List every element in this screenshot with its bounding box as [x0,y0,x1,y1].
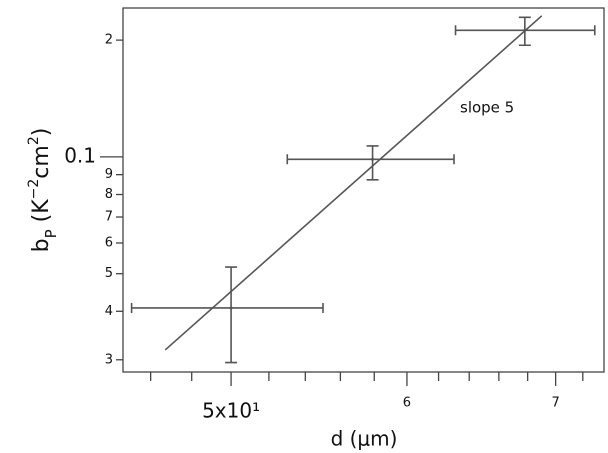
x-axis-label: d (μm) [331,427,398,451]
y-label-part: 2 [26,136,42,145]
y-tick-label: 6 [105,235,113,250]
y-label-part: (K [29,199,54,230]
x-error-bar [286,154,455,165]
y-label-part: cm [29,145,54,179]
y-label-part: P [42,229,60,238]
y-error-bar [366,145,379,181]
y-tick-label: 4 [105,304,113,319]
annotation: slope 5 [460,99,514,117]
y-tick-label: 7 [105,210,113,225]
y-axis-label: bP (K−2cm2) [26,128,60,253]
data-point [229,306,233,310]
plot-frame [122,7,605,373]
y-label-part: −2 [26,179,42,200]
x-tick-label: 5x10¹ [202,399,260,423]
fit-line [164,15,543,351]
y-tick-label: 8 [105,187,113,202]
data-point [371,157,375,161]
data-point [523,28,527,32]
y-error-bar [225,266,238,364]
x-tick-label: 6 [403,396,411,411]
y-tick-label: 9 [105,167,113,182]
x-tick-label: 7 [551,396,559,411]
y-label-part: b [29,238,54,252]
y-label-part: ) [29,128,54,137]
y-tick-label: 2 [105,33,113,48]
x-error-bar [130,302,324,313]
y-tick-label: 5 [105,266,113,281]
y-tick-label: 0.1 [64,143,96,167]
y-tick-label: 3 [105,352,113,367]
